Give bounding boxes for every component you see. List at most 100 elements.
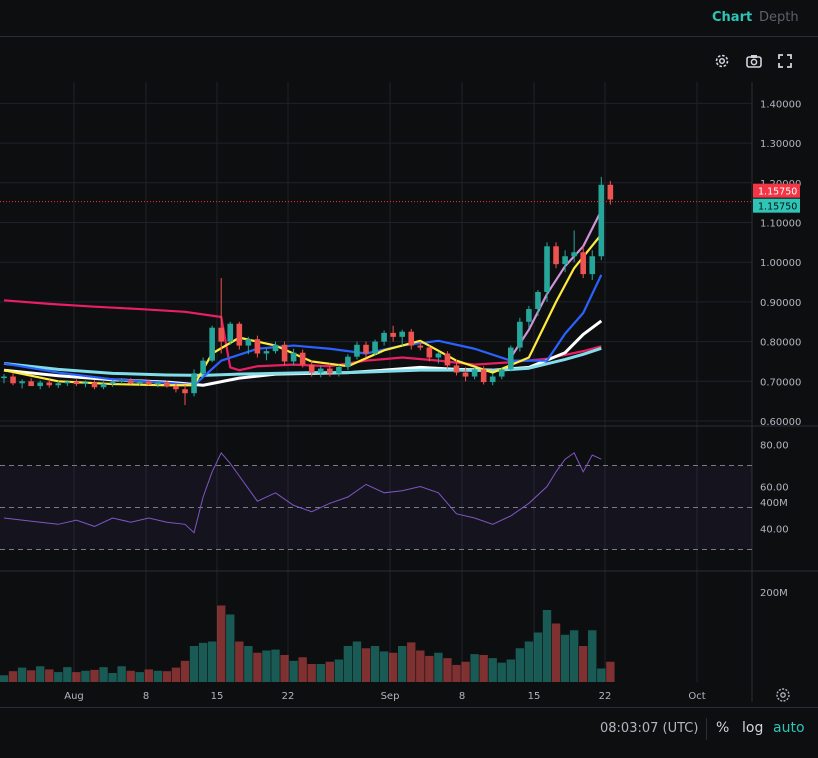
grid: [0, 82, 752, 682]
volume-bar: [542, 610, 552, 682]
volume-bar: [271, 649, 280, 682]
volume-bar: [506, 659, 515, 682]
volume-bar: [479, 655, 488, 682]
tab-chart[interactable]: Chart: [712, 10, 753, 25]
candle-body: [417, 345, 424, 348]
price-axis-label: 0.80000: [760, 338, 801, 349]
volume-bar: [54, 672, 63, 682]
volume-bar: [425, 655, 434, 682]
volume-bar: [379, 651, 389, 682]
moving-average-line: [3, 346, 602, 377]
volume-bar: [398, 646, 407, 682]
volume-panel: [0, 605, 615, 682]
gear-icon[interactable]: [713, 52, 731, 70]
candle-body: [200, 360, 206, 374]
time-axis-label: Aug: [64, 691, 84, 702]
candle-body: [191, 373, 197, 394]
volume-bar: [171, 667, 181, 682]
volume-bar: [81, 670, 90, 682]
volume-bar: [515, 648, 525, 682]
volume-bar: [434, 652, 443, 682]
time-axis-label: 15: [211, 691, 224, 702]
rsi-axis-label: 60.00: [760, 483, 789, 494]
volume-bar: [162, 671, 172, 682]
candle-body: [480, 369, 487, 383]
volume-bar: [470, 654, 479, 682]
candle-body: [28, 381, 34, 387]
volume-bar: [189, 646, 199, 682]
volume-bar: [461, 661, 470, 682]
candle-body: [517, 321, 523, 348]
volume-bar: [135, 672, 144, 682]
volume-bar: [443, 658, 452, 682]
volume-bar: [524, 641, 534, 682]
tab-depth[interactable]: Depth: [759, 10, 799, 25]
candle-body: [462, 372, 469, 377]
candle-body: [118, 380, 125, 382]
volume-bar: [334, 659, 344, 682]
candle-body: [46, 382, 53, 386]
percent-toggle[interactable]: %: [716, 720, 730, 736]
volume-bar: [606, 661, 615, 682]
volume-bar: [253, 652, 262, 682]
candle-body: [10, 376, 16, 384]
candle-body: [535, 291, 541, 310]
volume-bar: [8, 671, 18, 682]
candle-body: [498, 369, 505, 377]
volume-bar: [416, 650, 425, 682]
candle-body: [299, 352, 306, 365]
volume-bar: [108, 673, 117, 682]
candle-body: [227, 323, 234, 342]
volume-bar: [407, 642, 416, 682]
rsi-axis-label: 40.00: [760, 525, 789, 536]
fullscreen-icon[interactable]: [776, 52, 794, 70]
last-price-badge: [753, 183, 800, 198]
footer-bar: 08:03:07 (UTC) % log auto: [0, 707, 818, 758]
price-axis-label: 0.70000: [760, 377, 801, 388]
candle-body: [155, 382, 161, 385]
candle-body: [372, 341, 378, 354]
volume-bar: [452, 664, 461, 682]
candle-body: [1, 376, 7, 379]
volume-bar: [289, 660, 298, 682]
time-axis-label: 22: [282, 691, 295, 702]
candle-body: [100, 383, 107, 388]
candle-body: [218, 327, 224, 342]
volume-bar: [144, 669, 153, 682]
volume-bar: [153, 670, 163, 682]
candle-body: [526, 309, 532, 322]
chart-area[interactable]: Aug81522Sep81522Oct1.400001.300001.20000…: [0, 82, 818, 702]
candle-body: [607, 184, 614, 200]
candle-body: [19, 381, 25, 384]
camera-icon[interactable]: [745, 52, 763, 70]
candle-body: [272, 344, 279, 352]
volume-bar: [207, 641, 217, 682]
volume-bar: [597, 668, 606, 682]
volume-bar: [316, 664, 325, 682]
candle-body: [489, 376, 496, 383]
volume-bar: [488, 658, 497, 682]
candle-body: [317, 368, 324, 373]
volume-bar: [26, 670, 36, 682]
candle-body: [327, 368, 333, 374]
candle-body: [399, 331, 405, 337]
volume-bar: [370, 646, 380, 682]
volume-bar: [235, 641, 244, 682]
settings-icon[interactable]: [776, 688, 790, 702]
auto-toggle[interactable]: auto: [773, 720, 805, 736]
candle-body: [64, 381, 71, 384]
time-axis-label: Sep: [381, 691, 400, 702]
candle-body: [263, 351, 270, 354]
countdown-badge: [753, 198, 800, 213]
volume-bar: [280, 655, 289, 682]
volume-bar: [388, 652, 398, 682]
candle-body: [571, 252, 577, 257]
volume-bar: [180, 660, 190, 682]
candle-body: [408, 331, 415, 346]
candle-body: [136, 381, 143, 384]
log-toggle[interactable]: log: [742, 720, 764, 736]
volume-bar: [569, 630, 579, 682]
top-bar: Chart Depth: [0, 0, 818, 37]
volume-bar: [551, 623, 561, 682]
price-axis-label: 1.30000: [760, 139, 801, 150]
